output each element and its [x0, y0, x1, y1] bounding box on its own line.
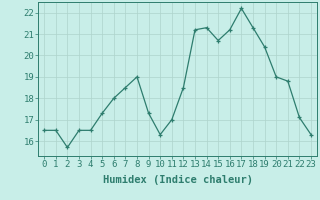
X-axis label: Humidex (Indice chaleur): Humidex (Indice chaleur): [103, 175, 252, 185]
